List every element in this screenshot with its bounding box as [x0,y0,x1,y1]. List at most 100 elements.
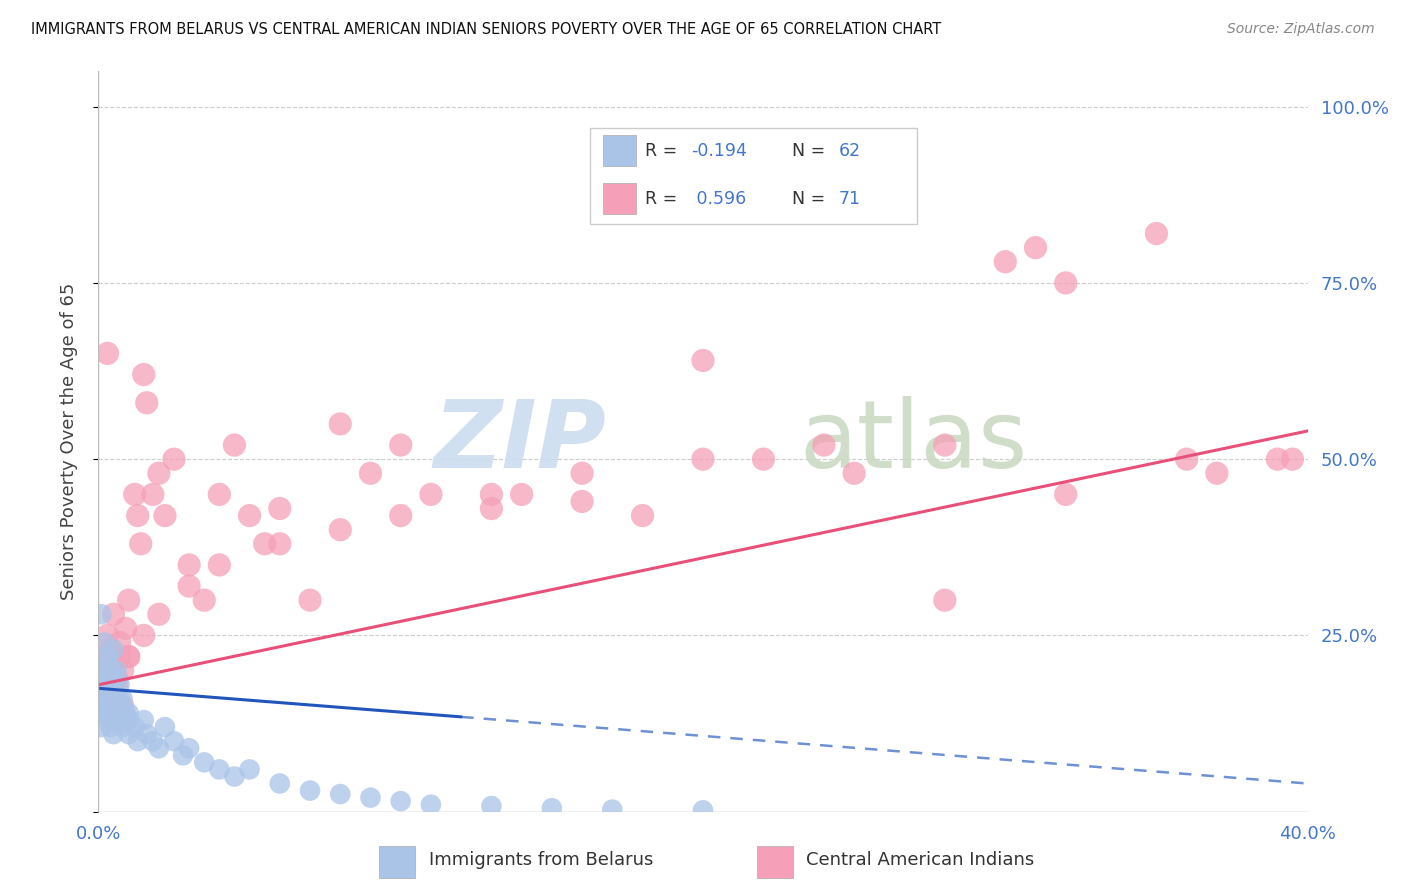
Point [100,642,122,657]
Point [129,537,152,551]
Point [571,467,593,481]
Point [93,692,115,706]
Point [179,579,201,593]
Point [93,685,115,699]
Point [96,698,118,713]
Point [93,671,115,685]
Point [111,692,134,706]
Point [631,508,654,523]
Point [329,523,352,537]
Point [142,734,165,748]
Point [179,558,201,572]
Point [692,803,714,817]
Bar [756,846,793,878]
Point [96,649,118,664]
Point [692,452,714,467]
Point [108,706,131,720]
Point [1024,241,1046,255]
Point [96,678,118,692]
Point [90,664,112,678]
Bar [603,136,636,166]
Point [179,741,201,756]
Point [124,487,146,501]
Point [90,607,112,622]
Point [148,607,170,622]
Point [105,698,128,713]
Point [108,678,131,692]
Point [540,801,562,815]
Point [105,678,128,692]
Point [163,452,186,467]
Text: R =: R = [645,190,683,208]
Point [389,438,412,452]
Point [269,776,291,790]
Point [114,621,136,635]
Point [153,720,176,734]
Point [571,494,593,508]
Point [1267,452,1289,467]
Point [103,657,125,671]
Point [224,769,246,783]
Text: R =: R = [645,142,683,160]
Point [389,794,412,808]
Point [1144,227,1167,241]
Point [96,628,118,642]
Text: atlas: atlas [800,395,1028,488]
Point [239,508,262,523]
Point [108,649,131,664]
Point [118,713,141,727]
Point [172,748,194,763]
Point [96,664,118,678]
Bar [380,846,415,878]
Point [135,396,157,410]
Point [360,467,382,481]
Point [193,593,215,607]
Point [148,741,170,756]
Point [208,558,231,572]
Point [124,720,146,734]
Point [510,487,533,501]
Point [135,727,157,741]
Point [96,346,118,360]
Point [813,438,835,452]
Text: 71: 71 [838,190,860,208]
Point [692,353,714,368]
Point [90,698,112,713]
Point [752,452,775,467]
Point [90,664,112,678]
Point [118,649,141,664]
Point [142,487,165,501]
Point [96,713,118,727]
Text: N =: N = [793,142,831,160]
Point [118,706,141,720]
Point [127,508,149,523]
Point [90,678,112,692]
Point [132,628,155,642]
Text: 0.596: 0.596 [692,190,747,208]
Point [108,635,131,649]
Point [208,487,231,501]
Point [103,642,125,657]
Point [481,799,503,814]
Point [1054,487,1077,501]
Point [420,797,443,812]
Point [103,607,125,622]
Text: Immigrants from Belarus: Immigrants from Belarus [429,851,652,870]
Point [253,537,276,551]
Point [100,664,122,678]
Point [329,417,352,431]
Text: N =: N = [793,190,831,208]
FancyBboxPatch shape [591,128,917,224]
Point [127,734,149,748]
Text: -0.194: -0.194 [692,142,747,160]
Point [105,664,128,678]
Point [1281,452,1303,467]
Point [602,803,624,817]
Point [1175,452,1198,467]
Point [118,593,141,607]
Point [93,706,115,720]
Point [103,685,125,699]
Point [132,713,155,727]
Text: 62: 62 [838,142,860,160]
Point [100,720,122,734]
